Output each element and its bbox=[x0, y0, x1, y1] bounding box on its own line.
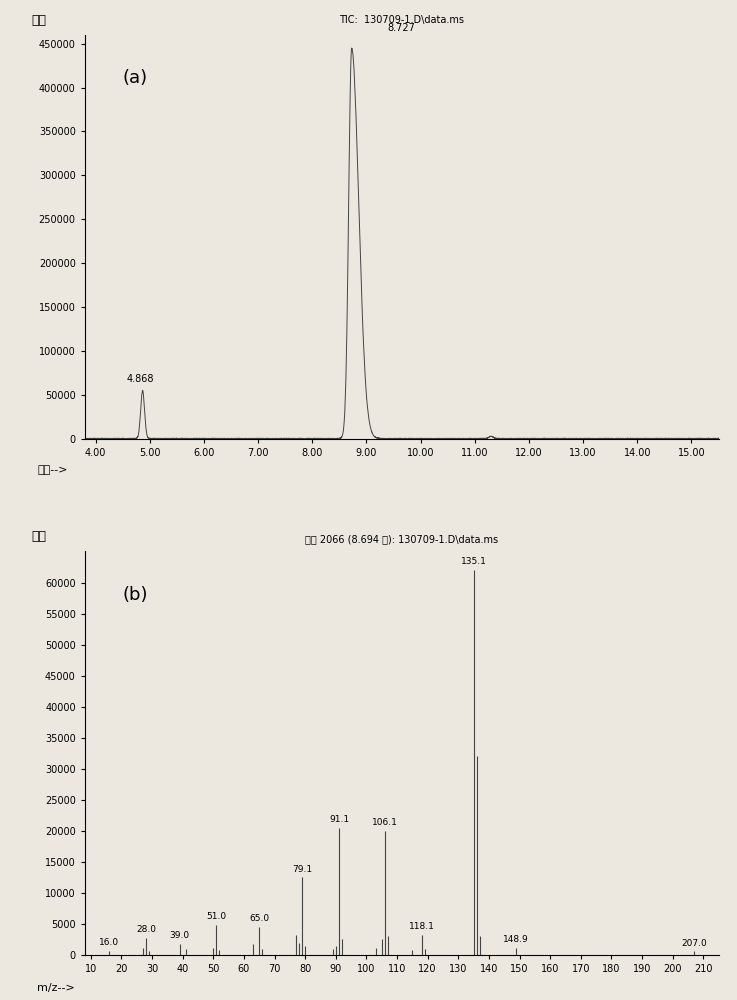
Text: 39.0: 39.0 bbox=[170, 931, 189, 940]
Text: 丰度: 丰度 bbox=[31, 14, 46, 27]
Text: 时间-->: 时间--> bbox=[38, 465, 68, 475]
Text: (a): (a) bbox=[123, 69, 148, 87]
Text: 16.0: 16.0 bbox=[99, 938, 119, 947]
Text: 207.0: 207.0 bbox=[681, 939, 707, 948]
Text: 28.0: 28.0 bbox=[136, 925, 156, 934]
Text: 91.1: 91.1 bbox=[329, 815, 349, 824]
Text: 丰度: 丰度 bbox=[31, 530, 46, 543]
Text: 4.868: 4.868 bbox=[126, 374, 153, 384]
Text: TIC:  130709-1.D\data.ms: TIC: 130709-1.D\data.ms bbox=[339, 15, 464, 25]
Text: (b): (b) bbox=[123, 586, 148, 604]
Text: 135.1: 135.1 bbox=[461, 557, 487, 566]
Text: 118.1: 118.1 bbox=[409, 922, 435, 931]
Text: 65.0: 65.0 bbox=[249, 914, 269, 923]
Text: 51.0: 51.0 bbox=[206, 912, 226, 921]
Text: 79.1: 79.1 bbox=[293, 865, 312, 874]
Text: m/z-->: m/z--> bbox=[38, 983, 75, 993]
Text: 106.1: 106.1 bbox=[372, 818, 398, 827]
Text: 扫描 2066 (8.694 分): 130709-1.D\data.ms: 扫描 2066 (8.694 分): 130709-1.D\data.ms bbox=[305, 534, 498, 544]
Text: 8.727: 8.727 bbox=[388, 23, 416, 33]
Text: 148.9: 148.9 bbox=[503, 935, 529, 944]
